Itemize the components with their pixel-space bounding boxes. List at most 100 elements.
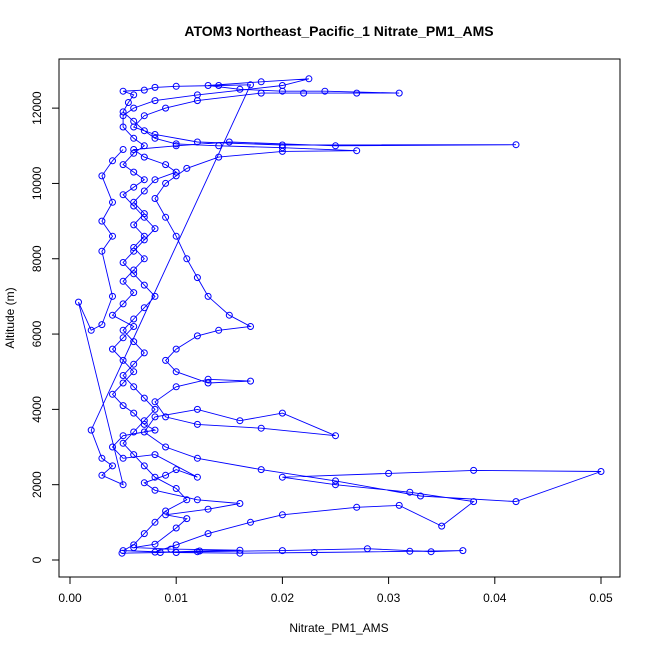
data-point bbox=[119, 123, 127, 131]
data-point bbox=[140, 255, 148, 263]
data-point bbox=[151, 97, 159, 105]
data-point bbox=[130, 244, 138, 251]
data-point bbox=[130, 270, 138, 278]
data-point bbox=[140, 187, 148, 195]
data-point bbox=[130, 221, 138, 229]
data-point bbox=[193, 496, 201, 504]
data-point bbox=[140, 236, 148, 244]
data-point bbox=[151, 405, 159, 413]
data-point bbox=[130, 266, 138, 274]
data-point bbox=[172, 345, 180, 353]
data-point bbox=[332, 142, 339, 150]
data-point bbox=[140, 112, 148, 120]
data-point bbox=[193, 138, 201, 146]
data-point bbox=[119, 161, 127, 169]
data-point bbox=[278, 82, 286, 89]
data-point bbox=[87, 326, 95, 334]
data-point bbox=[332, 481, 339, 489]
data-point bbox=[162, 511, 170, 519]
x-tick-label: 0.03 bbox=[377, 591, 401, 605]
data-point bbox=[236, 546, 244, 554]
data-point bbox=[172, 140, 180, 148]
data-point bbox=[98, 321, 106, 329]
data-point bbox=[156, 549, 164, 556]
data-point bbox=[193, 91, 201, 99]
data-point bbox=[438, 522, 446, 530]
data-point bbox=[162, 443, 170, 451]
x-axis-label: Nitrate_PM1_AMS bbox=[289, 621, 388, 635]
data-point bbox=[172, 383, 180, 391]
data-point bbox=[98, 471, 106, 479]
data-point bbox=[172, 82, 180, 90]
data-point bbox=[470, 498, 478, 506]
data-point bbox=[183, 496, 191, 504]
data-point bbox=[353, 503, 361, 511]
data-point bbox=[119, 112, 127, 120]
data-point bbox=[353, 89, 361, 97]
data-point bbox=[193, 405, 201, 413]
y-tick-label: 6000 bbox=[30, 320, 44, 347]
data-point bbox=[172, 524, 180, 532]
data-point bbox=[162, 413, 170, 421]
data-point bbox=[98, 217, 106, 225]
data-point bbox=[162, 356, 170, 364]
y-axis-label: Altitude (m) bbox=[3, 287, 17, 348]
data-point bbox=[130, 544, 138, 552]
data-point bbox=[183, 255, 191, 263]
data-point bbox=[204, 379, 212, 387]
data-point bbox=[151, 398, 159, 406]
data-point bbox=[385, 469, 393, 477]
data-point bbox=[172, 541, 180, 549]
data-point bbox=[109, 292, 116, 300]
data-point bbox=[119, 372, 127, 379]
data-point bbox=[109, 390, 116, 398]
data-point bbox=[257, 466, 265, 474]
data-point bbox=[257, 89, 265, 97]
data-point bbox=[172, 466, 180, 474]
series-line bbox=[78, 78, 602, 554]
x-tick-label: 0.01 bbox=[165, 591, 189, 605]
y-tick-label: 4000 bbox=[30, 396, 44, 423]
data-point bbox=[236, 85, 244, 93]
data-point bbox=[130, 368, 138, 376]
data-point bbox=[119, 454, 127, 462]
data-point bbox=[512, 498, 520, 506]
data-point bbox=[278, 547, 286, 555]
y-tick-label: 12000 bbox=[30, 91, 44, 125]
data-point bbox=[151, 131, 159, 138]
y-tick-label: 8000 bbox=[30, 245, 44, 272]
data-point bbox=[278, 409, 286, 417]
data-point bbox=[406, 488, 414, 496]
data-point bbox=[193, 454, 201, 462]
data-point bbox=[130, 149, 138, 157]
data-point bbox=[172, 172, 180, 180]
data-point bbox=[215, 326, 223, 334]
data-point bbox=[151, 83, 159, 91]
data-point bbox=[75, 298, 82, 306]
data-point bbox=[109, 311, 116, 319]
data-point bbox=[130, 183, 138, 191]
data-point bbox=[140, 142, 148, 150]
data-point bbox=[130, 146, 138, 153]
data-point bbox=[109, 443, 116, 451]
data-point bbox=[130, 323, 138, 330]
data-point bbox=[124, 99, 132, 106]
data-point bbox=[310, 549, 318, 556]
data-point bbox=[130, 383, 138, 391]
data-point bbox=[109, 345, 116, 353]
data-point bbox=[140, 210, 148, 218]
data-point bbox=[172, 232, 180, 240]
data-point bbox=[353, 147, 361, 155]
data-point bbox=[119, 146, 127, 153]
data-point bbox=[140, 462, 148, 470]
data-point bbox=[172, 168, 180, 176]
data-point bbox=[183, 515, 191, 523]
data-point bbox=[151, 195, 159, 202]
data-point bbox=[167, 545, 175, 553]
data-point bbox=[119, 87, 127, 95]
data-point bbox=[162, 213, 170, 221]
data-point bbox=[109, 198, 116, 206]
data-point bbox=[140, 281, 148, 289]
data-point bbox=[130, 198, 138, 206]
data-point bbox=[278, 144, 286, 152]
